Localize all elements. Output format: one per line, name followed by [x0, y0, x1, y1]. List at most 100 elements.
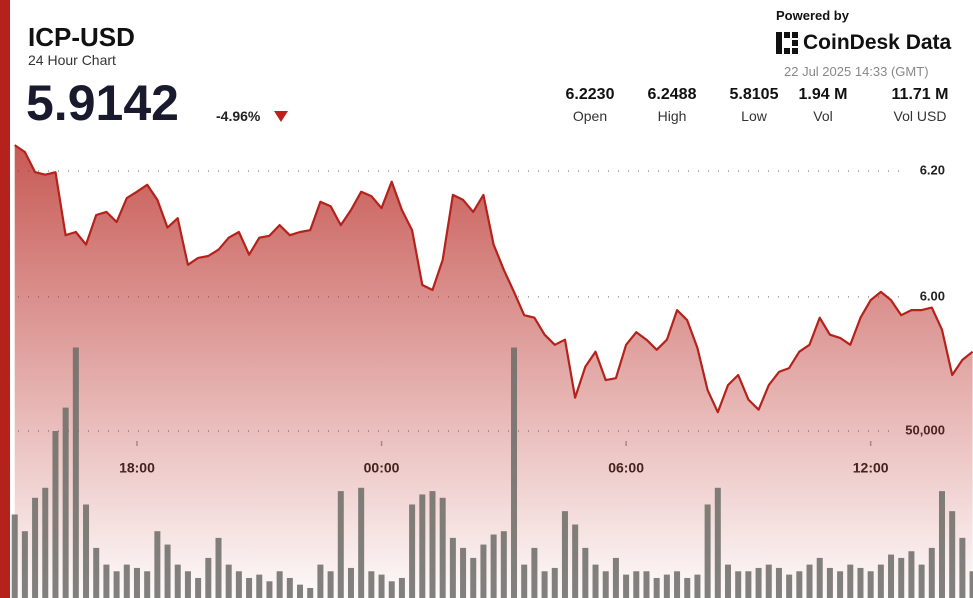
- volume-bar: [286, 577, 293, 598]
- volume-bar: [867, 571, 874, 598]
- volume-bar: [388, 581, 395, 598]
- brand: CoinDesk Data: [803, 31, 952, 54]
- volume-bar: [521, 564, 528, 598]
- y-tick-label: 6.20: [920, 162, 945, 177]
- volume-bar: [297, 584, 304, 598]
- volume-bar: [307, 587, 314, 598]
- stat-label: High: [657, 108, 687, 124]
- volume-bar: [72, 347, 79, 598]
- volume-bar: [938, 491, 945, 598]
- volume-bar: [195, 577, 202, 598]
- volume-bar: [531, 547, 538, 598]
- volume-bar: [398, 577, 405, 598]
- volume-bar: [918, 564, 925, 598]
- volume-bar: [796, 571, 803, 598]
- volume-bar: [113, 571, 120, 598]
- volume-bar: [551, 567, 558, 598]
- volume-bar: [806, 564, 813, 598]
- volume-bar: [235, 571, 242, 598]
- volume-bar: [582, 547, 589, 598]
- volume-bar: [144, 571, 151, 598]
- volume-bar: [623, 574, 630, 598]
- volume-bar: [266, 581, 273, 598]
- volume-bar: [674, 571, 681, 598]
- volume-bar: [786, 574, 793, 598]
- volume-bar: [378, 574, 385, 598]
- volume-bar: [103, 564, 110, 598]
- stat-value: 6.2230: [565, 86, 615, 103]
- volume-bar: [419, 494, 426, 598]
- volume-bar: [888, 554, 895, 598]
- volume-bar: [184, 571, 191, 598]
- accent-bar: [0, 0, 10, 598]
- volume-bar: [500, 531, 507, 598]
- stat-value: 11.71 M: [891, 86, 949, 103]
- volume-bar: [561, 511, 568, 598]
- price: 5.9142: [26, 75, 179, 131]
- volume-bar: [735, 571, 742, 598]
- stats: 6.2230 Open 6.2488 High 5.8105 Low 1.94 M Vol 11…: [540, 86, 960, 126]
- volume-bar: [663, 574, 670, 598]
- volume-bar: [42, 487, 49, 598]
- stat-label: Low: [741, 108, 767, 124]
- volume-bar: [857, 567, 864, 598]
- price-line: [14, 144, 973, 414]
- volume-bar: [775, 567, 782, 598]
- volume-bar: [337, 491, 344, 598]
- volume-bar: [480, 544, 487, 598]
- volume-bar: [347, 567, 354, 598]
- volume-bar: [765, 564, 772, 598]
- volume-bar: [21, 531, 28, 598]
- volume-bar: [317, 564, 324, 598]
- volume-bar: [368, 571, 375, 598]
- stat-value: 5.8105: [729, 86, 779, 103]
- volume-bar: [215, 537, 222, 598]
- volume-bar: [928, 547, 935, 598]
- volume-bar: [11, 514, 18, 598]
- volume-bar: [225, 564, 232, 598]
- volume-bar: [541, 571, 548, 598]
- volume-bar: [714, 487, 721, 598]
- volume-bar: [908, 551, 915, 598]
- volume-bar: [93, 547, 100, 598]
- volume-bar: [62, 407, 69, 598]
- volume-bar: [755, 567, 762, 598]
- volume-bar: [164, 544, 171, 598]
- volume-bar: [745, 571, 752, 598]
- volume-bar: [633, 571, 640, 598]
- volume-bar: [133, 567, 140, 598]
- volume-bar: [246, 577, 253, 598]
- volume-bar: [877, 564, 884, 598]
- volume-bar: [174, 564, 181, 598]
- volume-bar: [358, 487, 365, 598]
- volume-bar: [653, 577, 660, 598]
- volume-bar: [52, 431, 59, 598]
- volume-bar: [684, 577, 691, 598]
- volume-bar: [490, 534, 497, 598]
- volume-bar: [602, 571, 609, 598]
- volume-bar: [837, 571, 844, 598]
- volume-bar: [816, 557, 823, 598]
- symbol: ICP-USD: [28, 22, 135, 52]
- volume-bar: [460, 547, 467, 598]
- volume-bar: [612, 557, 619, 598]
- change: -4.96%: [216, 108, 261, 124]
- price-area: [14, 145, 973, 598]
- logo-icon: [776, 32, 798, 54]
- volume-bar: [123, 564, 130, 598]
- volume-bar: [439, 497, 446, 598]
- volume-bar: [847, 564, 854, 598]
- stat-label: Vol USD: [893, 108, 947, 124]
- volume-bar: [725, 564, 731, 598]
- volume-bar: [592, 564, 599, 598]
- timestamp: 22 Jul 2025 14:33 (GMT): [784, 64, 929, 79]
- volume-bar: [409, 504, 416, 598]
- volume-bar: [643, 571, 650, 598]
- volume-bar: [32, 497, 39, 598]
- subtitle: 24 Hour Chart: [28, 52, 116, 68]
- volume-bar: [969, 571, 973, 598]
- volume-bar: [704, 504, 711, 598]
- volume-bar: [205, 557, 212, 598]
- volume-bar: [327, 571, 334, 598]
